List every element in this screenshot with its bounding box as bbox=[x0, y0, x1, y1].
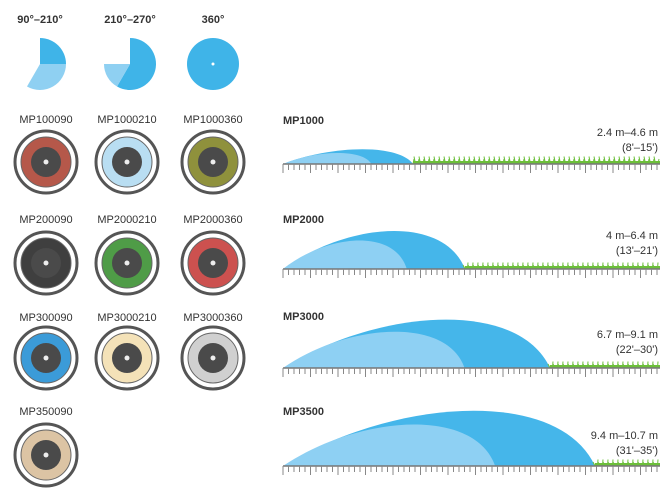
nozzle-label: MP200090 bbox=[19, 214, 72, 226]
throw-range-ft: (13'–21') bbox=[616, 245, 658, 257]
ruler-ticks bbox=[282, 164, 658, 173]
nozzle-label: MP1000210 bbox=[97, 114, 156, 126]
nozzle-dot bbox=[124, 159, 130, 165]
arc-icon bbox=[117, 38, 157, 90]
nozzle-label: MP3000210 bbox=[97, 312, 156, 324]
nozzle-label: MP2000210 bbox=[97, 214, 156, 226]
grass-base bbox=[413, 161, 660, 164]
spray-inner bbox=[283, 331, 465, 368]
arc-label: 210°–270° bbox=[104, 14, 156, 26]
throw-range: 2.4 m–4.6 m bbox=[597, 127, 658, 139]
nozzle-dot bbox=[43, 159, 49, 165]
spray-inner bbox=[283, 424, 496, 466]
nozzle-label: MP1000360 bbox=[183, 114, 242, 126]
arc-icon-dot bbox=[211, 62, 215, 66]
throw-range-ft: (8'–15') bbox=[622, 142, 658, 154]
nozzle-dot bbox=[210, 159, 216, 165]
grass-base bbox=[465, 266, 660, 269]
arc-icon bbox=[40, 38, 66, 64]
nozzle-dot bbox=[210, 355, 216, 361]
nozzle-dot bbox=[43, 452, 49, 458]
ruler-ticks bbox=[282, 269, 658, 278]
ruler-ticks bbox=[282, 466, 658, 475]
arc-label: 90°–210° bbox=[17, 14, 63, 26]
grass-base bbox=[550, 365, 660, 368]
nozzle-label: MP2000360 bbox=[183, 214, 242, 226]
nozzle-dot bbox=[124, 260, 130, 266]
throw-range: 4 m–6.4 m bbox=[606, 230, 658, 242]
spray-inner bbox=[283, 152, 372, 164]
nozzle-dot bbox=[210, 260, 216, 266]
arc-icon bbox=[104, 64, 130, 87]
nozzle-label: MP100090 bbox=[19, 114, 72, 126]
nozzle-dot bbox=[43, 355, 49, 361]
throw-title: MP1000 bbox=[283, 115, 324, 127]
throw-range-ft: (22'–30') bbox=[616, 344, 658, 356]
arc-icon bbox=[27, 64, 66, 91]
throw-range: 9.4 m–10.7 m bbox=[591, 430, 658, 442]
nozzle-label: MP350090 bbox=[19, 406, 72, 418]
throw-range: 6.7 m–9.1 m bbox=[597, 329, 658, 341]
arc-label: 360° bbox=[202, 14, 225, 26]
nozzle-dot bbox=[124, 355, 130, 361]
grass-base bbox=[595, 463, 660, 466]
spray-inner bbox=[283, 240, 407, 269]
ruler-ticks bbox=[282, 368, 658, 377]
throw-title: MP2000 bbox=[283, 214, 324, 226]
nozzle-dot bbox=[43, 260, 49, 266]
throw-range-ft: (31'–35') bbox=[616, 445, 658, 457]
nozzle-label: MP3000360 bbox=[183, 312, 242, 324]
nozzle-label: MP300090 bbox=[19, 312, 72, 324]
throw-title: MP3500 bbox=[283, 406, 324, 418]
throw-title: MP3000 bbox=[283, 311, 324, 323]
